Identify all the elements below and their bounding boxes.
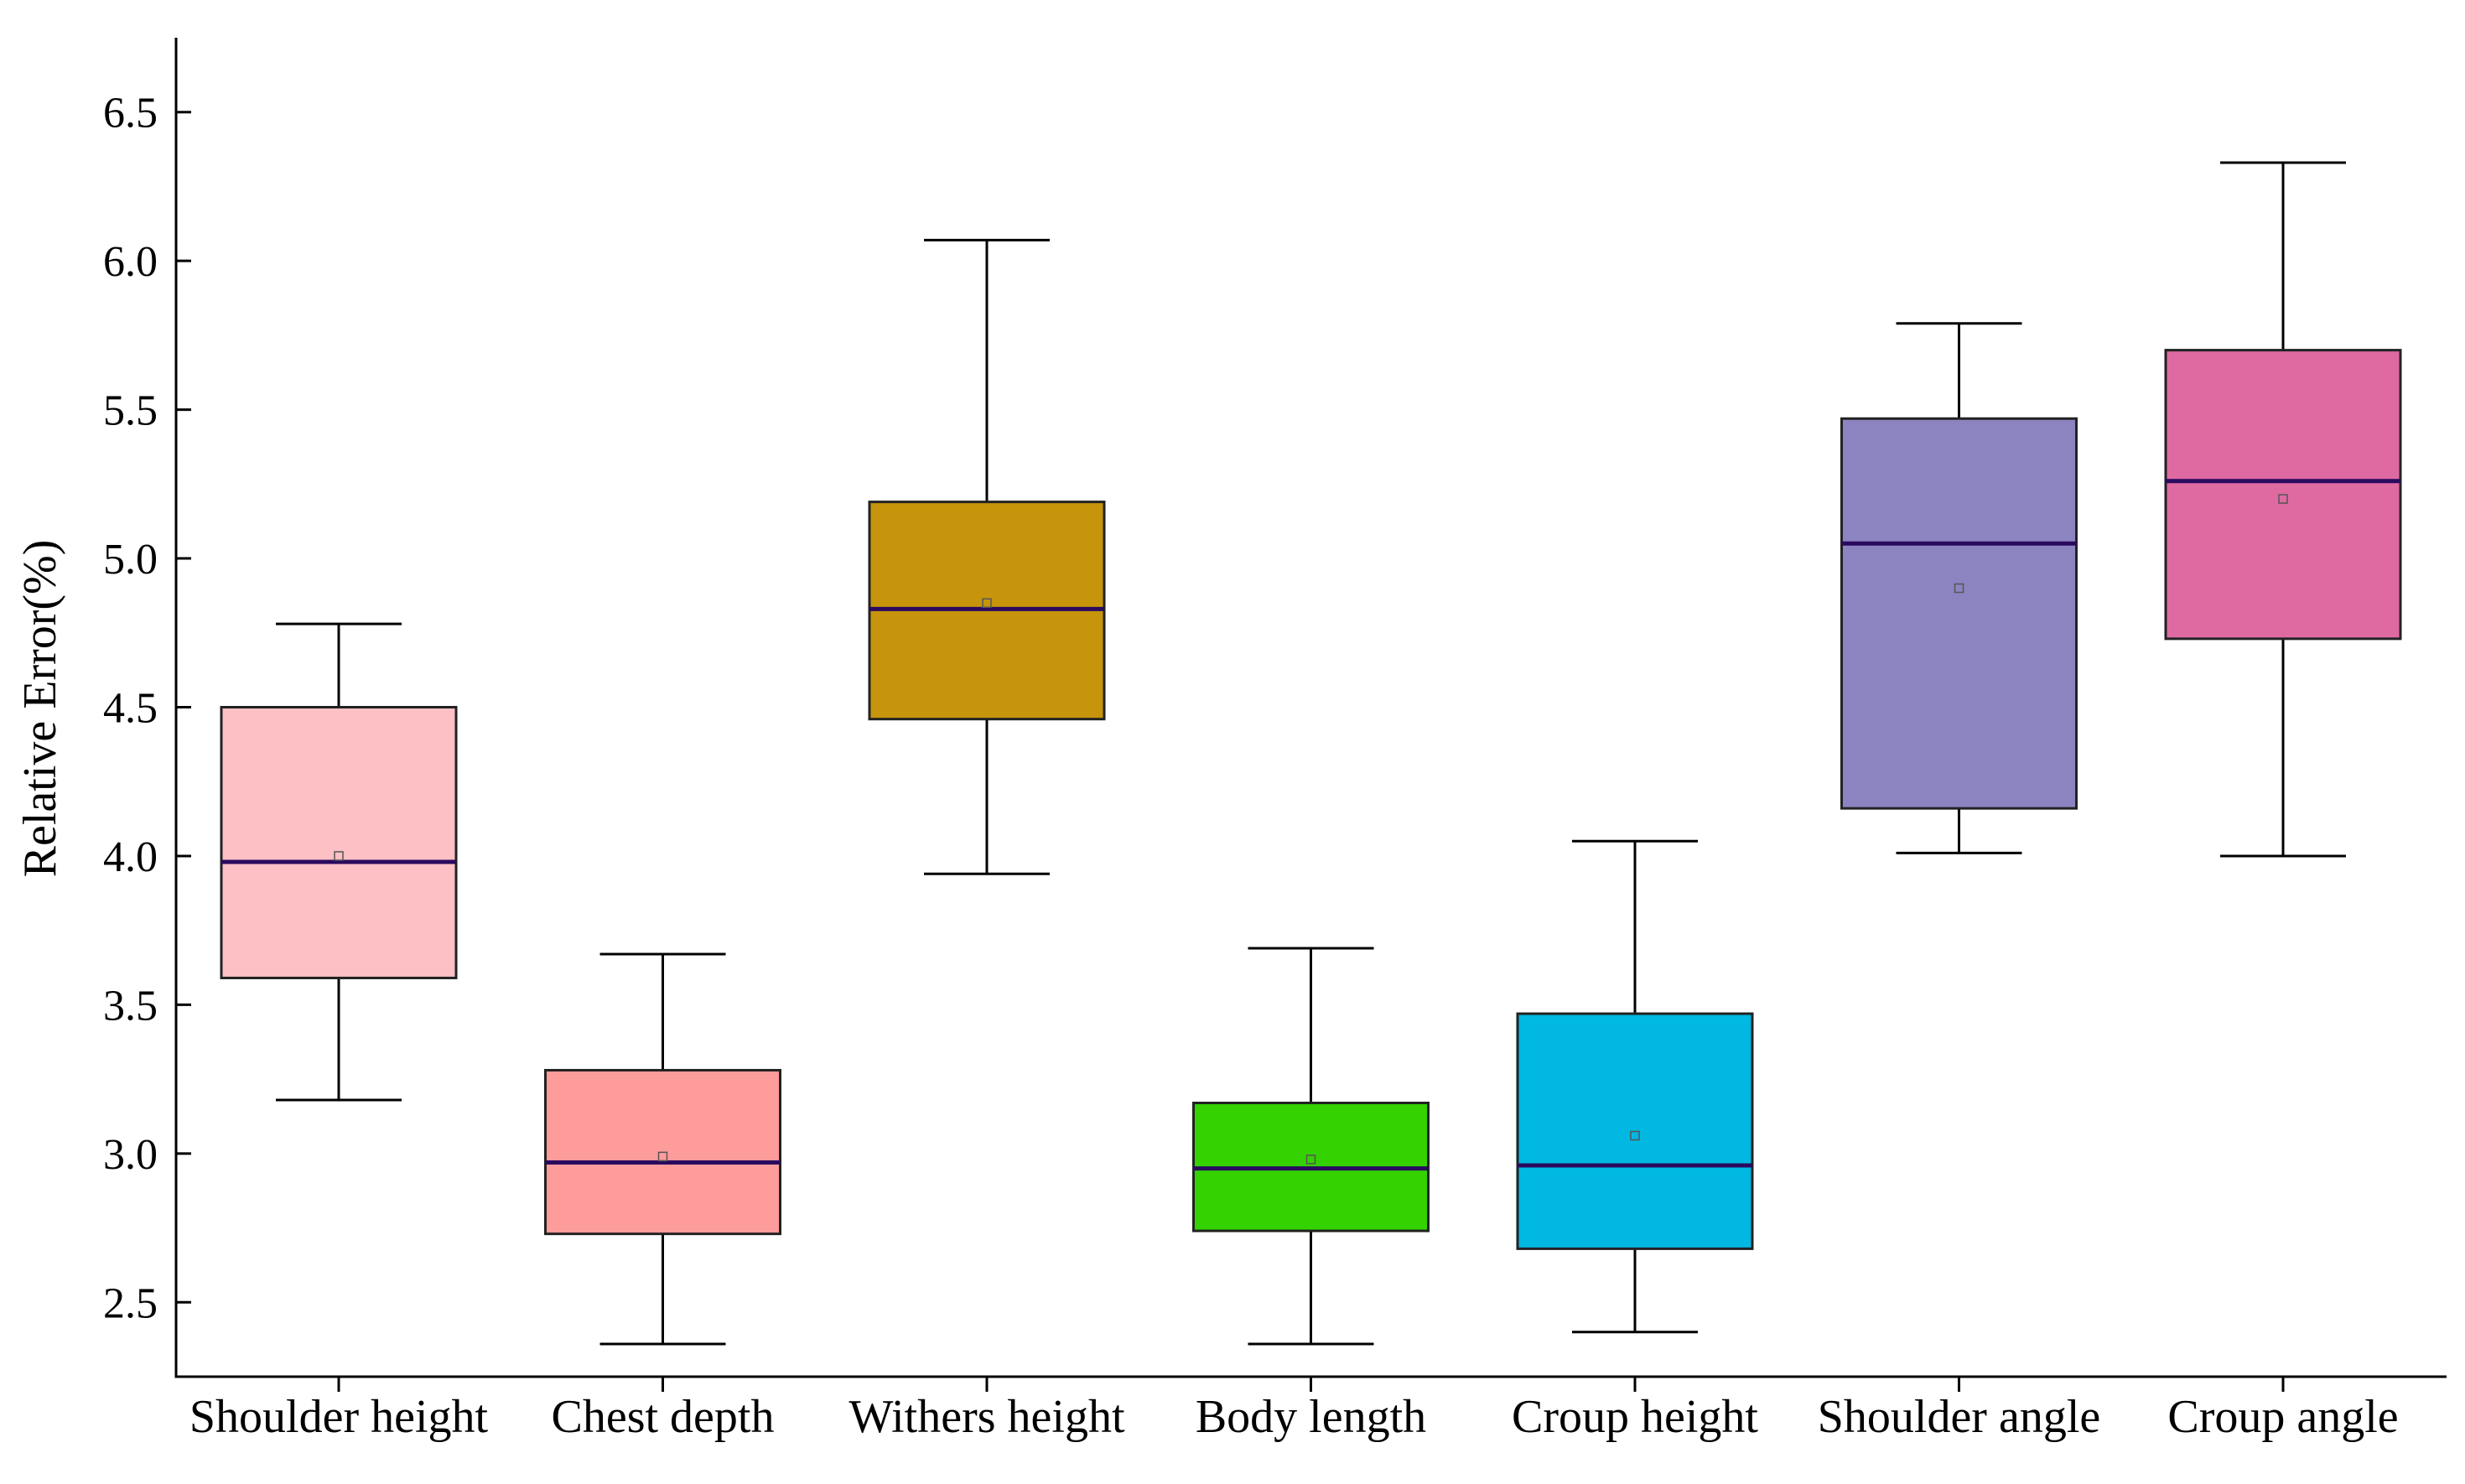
y-tick-label: 4.5: [103, 685, 158, 733]
mean-marker: [657, 1151, 668, 1162]
box-group: [544, 952, 781, 1346]
mean-marker: [1305, 1155, 1316, 1165]
mean-marker: [334, 851, 344, 861]
x-tick-label: Croup angle: [2167, 1391, 2398, 1443]
box-group: [220, 622, 458, 1102]
y-tick-label: 6.0: [103, 238, 158, 286]
mean-marker: [982, 598, 992, 609]
x-tick-label: Chest depth: [552, 1391, 775, 1443]
x-tick-label: Croup height: [1512, 1391, 1758, 1443]
box-group: [868, 238, 1106, 875]
y-axis-label: Relative Error(%): [14, 540, 66, 878]
x-tick-label: Shoulder angle: [1818, 1391, 2100, 1443]
x-tick-label: Withers height: [849, 1391, 1125, 1443]
box-group: [1840, 322, 2078, 854]
mean-marker: [1954, 583, 1964, 594]
iqr-box: [220, 706, 458, 979]
y-tick-label: 3.0: [103, 1131, 158, 1179]
x-tick-label: Body length: [1196, 1391, 1426, 1443]
y-tick-label: 4.0: [103, 833, 158, 881]
y-tick-label: 3.5: [103, 982, 158, 1030]
y-tick-label: 2.5: [103, 1279, 158, 1327]
mean-marker: [2278, 494, 2288, 504]
y-tick-label: 6.5: [103, 90, 158, 138]
x-tick-label: Shoulder height: [189, 1391, 489, 1443]
y-tick-label: 5.0: [103, 536, 158, 584]
box-group: [2164, 161, 2402, 858]
mean-marker: [1630, 1130, 1640, 1141]
box-group: [1516, 839, 1754, 1334]
axes: 2.5 3.0 3.5 4.0 4.5 5.0 5.5 6.0 6.5 Shoulder heig…: [103, 38, 2447, 1443]
y-tick-label: 5.5: [103, 387, 158, 435]
box-group: [1192, 947, 1430, 1346]
boxes: [220, 161, 2402, 1346]
iqr-box: [1840, 417, 2078, 810]
